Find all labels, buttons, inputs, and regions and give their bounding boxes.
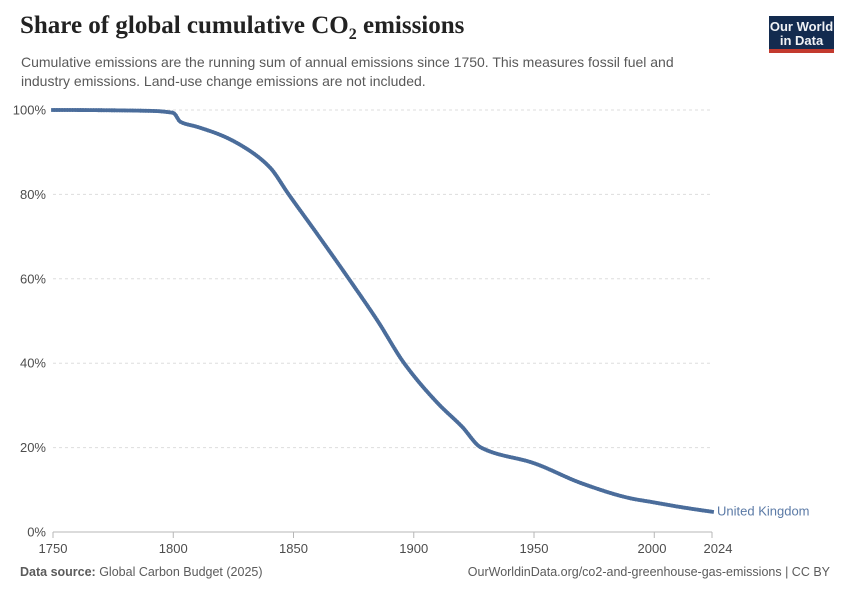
svg-text:1900: 1900: [399, 541, 428, 556]
svg-text:100%: 100%: [13, 103, 47, 118]
svg-text:1750: 1750: [39, 541, 68, 556]
svg-text:United Kingdom: United Kingdom: [717, 504, 810, 519]
svg-text:40%: 40%: [20, 356, 46, 371]
svg-text:20%: 20%: [20, 440, 46, 455]
svg-text:1850: 1850: [279, 541, 308, 556]
svg-text:1800: 1800: [159, 541, 188, 556]
svg-text:2024: 2024: [704, 541, 733, 556]
svg-text:80%: 80%: [20, 187, 46, 202]
svg-text:60%: 60%: [20, 271, 46, 286]
svg-text:0%: 0%: [27, 525, 46, 540]
svg-text:2000: 2000: [638, 541, 667, 556]
svg-text:1950: 1950: [520, 541, 549, 556]
